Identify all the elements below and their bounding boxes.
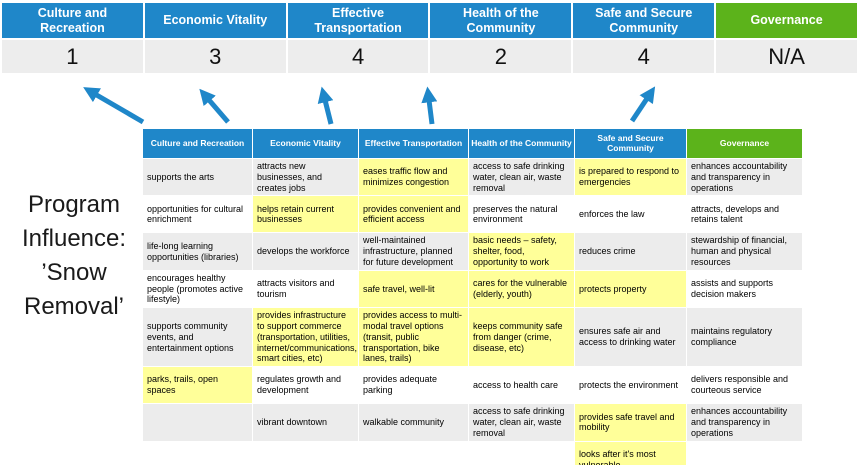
- matrix-header-economic-vitality: Economic Vitality: [252, 128, 359, 159]
- summary-header-governance: Governance: [716, 3, 857, 38]
- matrix-cell: [142, 440, 253, 465]
- matrix-cell: [252, 440, 359, 465]
- matrix-row: encourages healthy people (promotes acti…: [142, 269, 803, 309]
- arrow-safe-secure-community: [629, 86, 656, 123]
- matrix-cell: delivers responsible and courteous servi…: [686, 366, 803, 405]
- matrix-row: opportunities for cultural enrichment hel…: [142, 195, 803, 234]
- matrix-cell: protects the environment: [574, 366, 687, 405]
- matrix-cell: well-maintained infrastructure, planned …: [358, 232, 469, 271]
- summary-header-health-community: Health of the Community: [430, 3, 572, 38]
- arrow-effective-transportation: [317, 86, 334, 125]
- matrix-cell: safe travel, well-lit: [358, 269, 469, 309]
- matrix-cell: attracts visitors and tourism: [252, 269, 359, 309]
- matrix-header-governance: Governance: [686, 128, 803, 159]
- matrix-cell: provides safe travel and mobility: [574, 403, 687, 442]
- matrix-row: supports community events, and entertain…: [142, 307, 803, 368]
- arrow-economic-vitality: [199, 88, 230, 124]
- matrix-cell: access to safe drinking water, clean air…: [468, 403, 575, 442]
- matrix-cell: protects property: [574, 269, 687, 309]
- matrix-header-health-community: Health of the Community: [468, 128, 575, 159]
- matrix-cell: cares for the vulnerable (elderly, youth…: [468, 269, 575, 309]
- matrix-row: supports the arts attracts new businesses…: [142, 157, 803, 197]
- matrix-cell: is prepared to respond to emergencies: [574, 157, 687, 197]
- matrix-cell: opportunities for cultural enrichment: [142, 195, 253, 234]
- summary-header-economic-vitality: Economic Vitality: [144, 3, 286, 38]
- matrix-cell: develops the workforce: [252, 232, 359, 271]
- summary-value-governance: N/A: [716, 40, 857, 73]
- matrix-cell: [142, 403, 253, 442]
- matrix-cell: preserves the natural environment: [468, 195, 575, 234]
- matrix-cell: encourages healthy people (promotes acti…: [142, 269, 253, 309]
- summary-value-effective-transportation: 4: [287, 40, 429, 73]
- matrix-cell: provides adequate parking: [358, 366, 469, 405]
- matrix-cell: reduces crime: [574, 232, 687, 271]
- matrix-cell: access to safe drinking water, clean air…: [468, 157, 575, 197]
- matrix-cell: eases traffic flow and minimizes congest…: [358, 157, 469, 197]
- arrow-culture-recreation: [83, 87, 145, 125]
- matrix-cell: supports community events, and entertain…: [142, 307, 253, 368]
- matrix-cell: provides convenient and efficient access: [358, 195, 469, 234]
- summary-header-effective-transportation: Effective Transportation: [287, 3, 429, 38]
- matrix-header-row: Culture and Recreation Economic Vitality…: [142, 128, 803, 159]
- matrix-cell: vibrant downtown: [252, 403, 359, 442]
- program-influence-label: Program Influence: ’Snow Removal’: [0, 188, 148, 324]
- summary-value-economic-vitality: 3: [144, 40, 286, 73]
- matrix-cell: [468, 440, 575, 465]
- matrix-cell: enforces the law: [574, 195, 687, 234]
- matrix-cell: life-long learning opportunities (librar…: [142, 232, 253, 271]
- matrix-header-culture-recreation: Culture and Recreation: [142, 128, 253, 159]
- matrix-cell: attracts, develops and retains talent: [686, 195, 803, 234]
- matrix-cell: attracts new businesses, and creates job…: [252, 157, 359, 197]
- matrix-cell: enhances accountability and transparency…: [686, 157, 803, 197]
- influence-matrix: Culture and Recreation Economic Vitality…: [142, 128, 803, 465]
- matrix-cell: [358, 440, 469, 465]
- matrix-cell: parks, trails, open spaces: [142, 366, 253, 405]
- matrix-cell: assists and supports decision makers: [686, 269, 803, 309]
- summary-value-safe-secure-community: 4: [573, 40, 715, 73]
- summary-value-culture-recreation: 1: [2, 40, 143, 73]
- matrix-cell: maintains regulatory compliance: [686, 307, 803, 368]
- matrix-cell: supports the arts: [142, 157, 253, 197]
- matrix-row: life-long learning opportunities (librar…: [142, 232, 803, 271]
- program-label-line: Program: [27, 191, 121, 218]
- matrix-cell: ensures safe air and access to drinking …: [574, 307, 687, 368]
- matrix-cell: basic needs – safety, shelter, food, opp…: [468, 232, 575, 271]
- summary-value-health-community: 2: [430, 40, 572, 73]
- matrix-header-safe-secure-community: Safe and Secure Community: [574, 128, 687, 159]
- summary-header-culture-recreation: Culture and Recreation: [2, 3, 143, 38]
- matrix-body: supports the arts attracts new businesses…: [142, 157, 803, 465]
- matrix-cell: looks after it's most vulnerable: [574, 440, 687, 465]
- program-label-line: Removal’: [23, 293, 125, 321]
- matrix-cell: enhances accountability and transparency…: [686, 403, 803, 442]
- matrix-cell: keeps community safe from danger (crime,…: [468, 307, 575, 368]
- summary-scoreboard: Culture and Recreation Economic Vitality…: [2, 3, 857, 73]
- matrix-row: looks after it's most vulnerable: [142, 440, 803, 465]
- matrix-cell: helps retain current businesses: [252, 195, 359, 234]
- matrix-cell: walkable community: [358, 403, 469, 442]
- summary-header-safe-secure-community: Safe and Secure Community: [573, 3, 715, 38]
- matrix-cell: [686, 440, 803, 465]
- program-label-line: Influence:: [21, 225, 127, 253]
- arrow-health-community: [421, 86, 438, 125]
- matrix-cell: regulates growth and development: [252, 366, 359, 405]
- matrix-cell: provides infrastructure to support comme…: [252, 307, 359, 368]
- program-label-line: ’Snow: [41, 259, 107, 287]
- matrix-cell: stewardship of financial, human and phys…: [686, 232, 803, 271]
- matrix-cell: access to health care: [468, 366, 575, 405]
- matrix-cell: provides access to multi-modal travel op…: [358, 307, 469, 368]
- matrix-header-effective-transportation: Effective Transportation: [358, 128, 469, 159]
- matrix-row: parks, trails, open spaces regulates grow…: [142, 366, 803, 405]
- matrix-row: vibrant downtown walkable community access…: [142, 403, 803, 442]
